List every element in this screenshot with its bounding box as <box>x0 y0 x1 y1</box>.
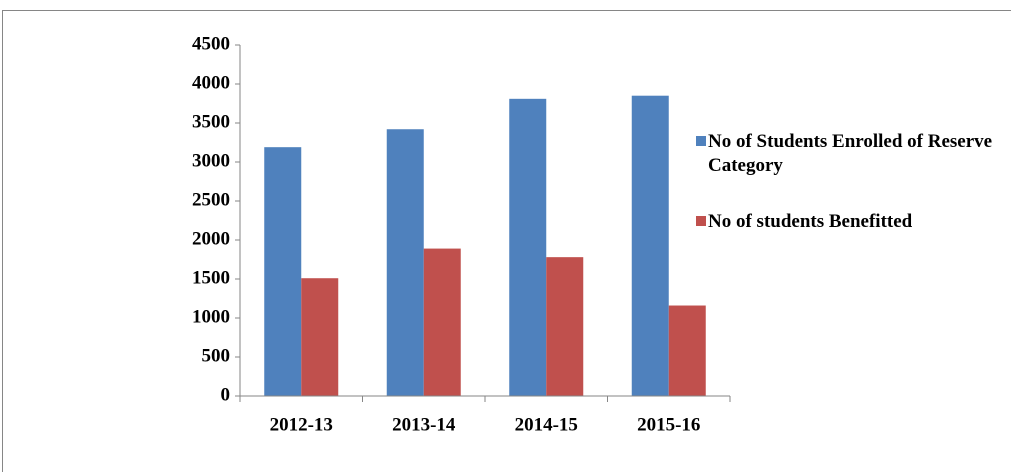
y-tick-label: 4000 <box>192 72 230 93</box>
y-tick-label: 0 <box>221 384 231 405</box>
y-tick-label: 3500 <box>192 111 230 132</box>
x-tick-label: 2014-15 <box>515 414 578 435</box>
y-tick-label: 500 <box>202 345 231 366</box>
y-tick-label: 2500 <box>192 189 230 210</box>
legend-item: No of students Benefitted <box>696 210 996 234</box>
y-tick-label: 1500 <box>192 267 230 288</box>
bar <box>386 129 424 397</box>
bar <box>423 248 461 396</box>
bar <box>264 147 302 396</box>
bar <box>509 98 547 396</box>
y-tick-label: 4500 <box>192 33 230 54</box>
bar <box>301 278 339 396</box>
y-tick-label: 1000 <box>192 306 230 327</box>
legend-swatch <box>696 216 706 226</box>
x-tick-label: 2015-16 <box>637 414 700 435</box>
x-tick-label: 2013-14 <box>392 414 456 435</box>
x-tick-label: 2012-13 <box>270 414 333 435</box>
legend-label: No of students Benefitted <box>708 211 913 232</box>
legend-label: No of Students Enrolled of Reserve Categ… <box>708 131 993 176</box>
y-tick-label: 3000 <box>192 150 230 171</box>
chart-border <box>2 10 1011 472</box>
y-tick-label: 2000 <box>192 228 230 249</box>
legend-item: No of Students Enrolled of Reserve Categ… <box>696 130 996 178</box>
bar <box>546 257 584 396</box>
bar <box>668 305 706 396</box>
bar <box>631 95 669 396</box>
legend-swatch <box>696 136 706 146</box>
